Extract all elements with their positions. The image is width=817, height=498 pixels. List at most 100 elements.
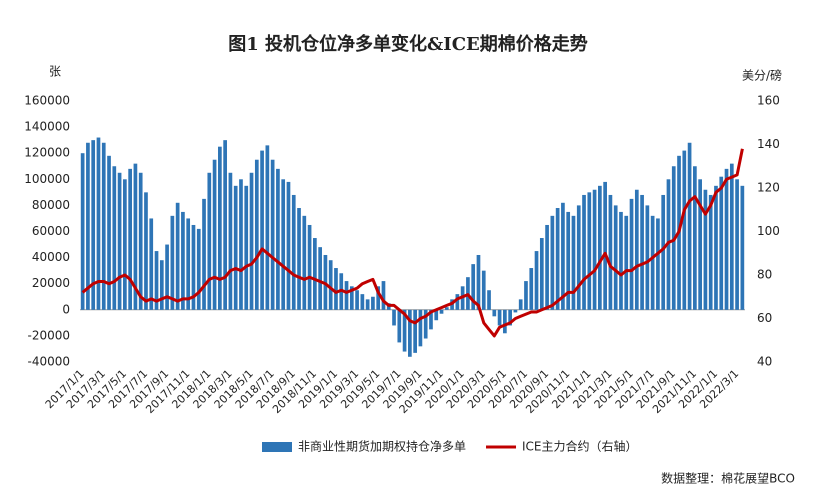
bar (471, 264, 476, 310)
bar (434, 309, 439, 321)
bar (497, 309, 502, 326)
bar (165, 244, 169, 310)
bar (149, 218, 154, 310)
bar (392, 309, 396, 326)
bar (687, 142, 692, 310)
bar (719, 176, 724, 310)
chart-title: 图1 投机仓位净多单变化&ICE期棉价格走势 (228, 33, 588, 55)
bar (318, 247, 322, 310)
legend-label: 非商业性期货加期权持仓净多单 (298, 439, 466, 454)
bar (233, 185, 238, 310)
bar (154, 251, 159, 310)
bar (408, 309, 412, 357)
bar (703, 189, 708, 310)
bar (123, 179, 127, 310)
bar (492, 309, 497, 317)
bar (735, 179, 739, 310)
bar (91, 140, 96, 310)
bar (640, 194, 644, 310)
bar (260, 150, 264, 310)
bar (724, 168, 729, 310)
bar (159, 260, 164, 310)
bar (534, 251, 539, 310)
y-tick-label: 60000 (32, 224, 70, 238)
bar (619, 211, 623, 310)
bar (80, 153, 85, 310)
bar (239, 179, 243, 310)
bar (545, 224, 549, 310)
bar (207, 172, 212, 310)
bar (561, 202, 565, 310)
bar (334, 268, 338, 310)
bar (96, 137, 101, 310)
bar (371, 296, 375, 310)
y-tick-label: 0 (62, 302, 70, 316)
bar (714, 185, 718, 310)
bar (365, 299, 370, 310)
bar (223, 140, 227, 310)
bar (608, 194, 613, 310)
y-tick-label: -20000 (27, 328, 70, 342)
bar (307, 224, 312, 310)
y-tick-label: 20000 (32, 276, 70, 290)
bar (524, 281, 528, 310)
bar (265, 145, 270, 310)
bar (344, 281, 349, 310)
bar (487, 290, 491, 310)
bar (228, 172, 233, 310)
bar (112, 166, 117, 310)
bar (661, 194, 666, 310)
bar (196, 228, 201, 310)
bar (629, 198, 634, 310)
bar (402, 309, 407, 352)
bar (682, 150, 687, 310)
bar (101, 142, 106, 310)
bar (349, 286, 354, 310)
line (81, 148, 744, 338)
bar (634, 189, 639, 310)
legend-swatch (262, 442, 292, 452)
bar (729, 163, 734, 310)
bar (529, 268, 534, 310)
bar (503, 309, 507, 334)
bar (313, 238, 317, 310)
bar (133, 163, 138, 310)
bar (191, 224, 196, 310)
y-tick-label: 40000 (32, 250, 70, 264)
bar (181, 211, 185, 310)
bar (86, 142, 90, 310)
y-tick-label: 160000 (24, 94, 70, 108)
bar (587, 192, 592, 310)
bar (624, 215, 629, 310)
bar (202, 198, 206, 310)
bar (539, 238, 544, 310)
legend-label: ICE主力合约（右轴） (522, 439, 638, 454)
bar (582, 194, 586, 310)
bar (170, 215, 175, 310)
source-note: 数据整理：棉花展望BCO (661, 471, 795, 486)
bar (117, 172, 122, 310)
bar (423, 309, 428, 339)
bar (281, 179, 286, 310)
bar (286, 181, 291, 310)
bar (455, 294, 460, 310)
bar (360, 294, 365, 310)
bar (439, 309, 444, 314)
bar (212, 159, 217, 310)
bar (328, 260, 333, 310)
bar (576, 205, 581, 310)
bar (128, 168, 132, 310)
bar (218, 146, 222, 310)
y-axis-label: 张 (49, 65, 61, 79)
bar (302, 215, 307, 310)
bar (508, 309, 512, 326)
bar (249, 172, 254, 310)
bar (693, 166, 697, 310)
bar (645, 205, 650, 310)
bar (518, 299, 523, 310)
y-tick-label: 80000 (32, 198, 70, 212)
bar (138, 172, 143, 310)
bar (513, 309, 518, 313)
bar (566, 211, 571, 310)
